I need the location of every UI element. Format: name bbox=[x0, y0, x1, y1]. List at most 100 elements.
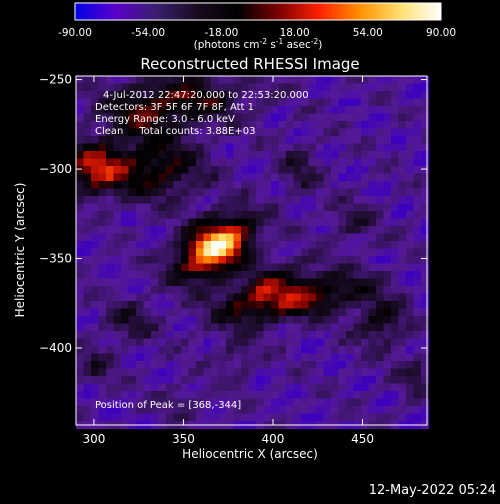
heatmap-cell bbox=[293, 173, 302, 182]
heatmap-cell bbox=[173, 413, 182, 422]
heatmap-cell bbox=[106, 338, 115, 347]
heatmap-cell bbox=[248, 316, 257, 325]
heatmap-cell bbox=[241, 338, 250, 347]
heatmap-cell bbox=[383, 151, 392, 160]
heatmap-cell bbox=[158, 91, 167, 100]
heatmap-cell bbox=[271, 248, 280, 257]
heatmap-cell bbox=[413, 158, 422, 167]
heatmap-cell bbox=[106, 383, 115, 392]
heatmap-cell bbox=[256, 338, 265, 347]
heatmap-cell bbox=[368, 136, 377, 145]
heatmap-cell bbox=[413, 368, 422, 377]
heatmap-cell bbox=[391, 301, 400, 310]
heatmap-cell bbox=[166, 248, 175, 257]
heatmap-cell bbox=[316, 203, 325, 212]
heatmap-cell bbox=[211, 413, 220, 422]
heatmap-cell bbox=[113, 76, 122, 85]
heatmap-cell bbox=[256, 166, 265, 175]
heatmap-cell bbox=[188, 353, 197, 362]
heatmap-cell bbox=[173, 188, 182, 197]
heatmap-cell bbox=[293, 376, 302, 385]
heatmap-cell bbox=[353, 143, 362, 152]
heatmap-cell bbox=[218, 376, 227, 385]
heatmap-cell bbox=[173, 248, 182, 257]
heatmap-cell bbox=[203, 256, 212, 265]
heatmap-cell bbox=[398, 301, 407, 310]
heatmap-cell bbox=[368, 286, 377, 295]
heatmap-cell bbox=[241, 196, 250, 205]
heatmap-cell bbox=[263, 121, 272, 130]
heatmap-cell bbox=[136, 173, 145, 182]
heatmap-cell bbox=[106, 331, 115, 340]
heatmap-cell bbox=[361, 413, 370, 422]
heatmap-cell bbox=[91, 113, 100, 122]
heatmap-cell bbox=[256, 106, 265, 115]
heatmap-cell bbox=[361, 166, 370, 175]
heatmap-cell bbox=[308, 316, 317, 325]
heatmap-cell bbox=[203, 233, 212, 242]
heatmap-cell bbox=[136, 338, 145, 347]
heatmap-cell bbox=[338, 226, 347, 235]
heatmap-cell bbox=[361, 346, 370, 355]
heatmap-cell bbox=[91, 346, 100, 355]
heatmap-cell bbox=[98, 113, 107, 122]
heatmap-cell bbox=[166, 293, 175, 302]
heatmap-cell bbox=[136, 316, 145, 325]
heatmap-cell bbox=[391, 211, 400, 220]
heatmap-cell bbox=[136, 136, 145, 145]
heatmap-cell bbox=[136, 361, 145, 370]
heatmap-cell bbox=[293, 151, 302, 160]
heatmap-cell bbox=[226, 323, 235, 332]
heatmap-cell bbox=[158, 413, 167, 422]
heatmap-cell bbox=[406, 113, 415, 122]
heatmap-cell bbox=[203, 136, 212, 145]
heatmap-cell bbox=[316, 316, 325, 325]
heatmap-cell bbox=[323, 256, 332, 265]
heatmap-cell bbox=[211, 158, 220, 167]
heatmap-cell bbox=[398, 121, 407, 130]
heatmap-cell bbox=[121, 323, 130, 332]
axis-ticks: 300 350 400 450−250−300−350−400 bbox=[39, 73, 427, 446]
heatmap-cell bbox=[263, 263, 272, 272]
heatmap-cell bbox=[278, 218, 287, 227]
heatmap-cell bbox=[353, 323, 362, 332]
heatmap-cell bbox=[278, 113, 287, 122]
heatmap-cell bbox=[181, 113, 190, 122]
heatmap-cell bbox=[128, 128, 137, 137]
heatmap-cell bbox=[391, 173, 400, 182]
heatmap-cell bbox=[406, 278, 415, 287]
heatmap-cell bbox=[413, 293, 422, 302]
heatmap-cell bbox=[338, 158, 347, 167]
heatmap-cell bbox=[233, 83, 242, 92]
heatmap-cell bbox=[398, 173, 407, 182]
heatmap-cell bbox=[406, 143, 415, 152]
heatmap-cell bbox=[151, 233, 160, 242]
heatmap-cell bbox=[91, 331, 100, 340]
heatmap-cell bbox=[181, 301, 190, 310]
heatmap-cell bbox=[188, 76, 197, 85]
heatmap-cell bbox=[353, 196, 362, 205]
heatmap-cell bbox=[166, 106, 175, 115]
heatmap-cell bbox=[136, 391, 145, 400]
heatmap-cell bbox=[121, 361, 130, 370]
x-tick-label: 350 bbox=[172, 432, 195, 446]
heatmap-cell bbox=[398, 406, 407, 415]
heatmap-cell bbox=[106, 218, 115, 227]
heatmap-cell bbox=[323, 158, 332, 167]
heatmap-cell bbox=[316, 293, 325, 302]
heatmap-cell bbox=[113, 113, 122, 122]
heatmap-cell bbox=[196, 203, 205, 212]
heatmap-cell bbox=[316, 331, 325, 340]
heatmap-cell bbox=[376, 383, 385, 392]
heatmap-cell bbox=[106, 361, 115, 370]
heatmap-cell bbox=[128, 361, 137, 370]
heatmap-cell bbox=[196, 286, 205, 295]
heatmap-cell bbox=[211, 226, 220, 235]
heatmap-cell bbox=[91, 278, 100, 287]
heatmap-cell bbox=[121, 196, 130, 205]
heatmap-cell bbox=[248, 226, 257, 235]
heatmap-cell bbox=[166, 286, 175, 295]
heatmap-cell bbox=[203, 413, 212, 422]
heatmap-cell bbox=[106, 248, 115, 257]
heatmap-cell bbox=[256, 203, 265, 212]
